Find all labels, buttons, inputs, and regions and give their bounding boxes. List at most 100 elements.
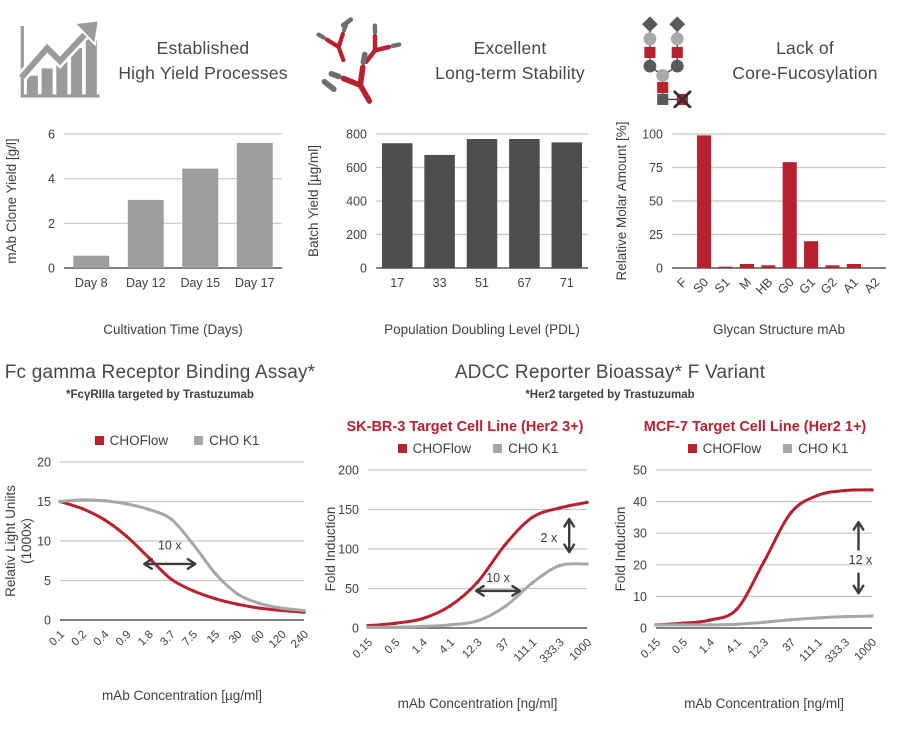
svg-text:Population Doubling Level (PDL: Population Doubling Level (PDL) — [384, 322, 580, 337]
svg-text:15: 15 — [205, 629, 223, 647]
svg-text:150: 150 — [338, 503, 359, 517]
legend-item: CHO K1 — [783, 441, 848, 456]
svg-text:mAb Concentration [µg/ml]: mAb Concentration [µg/ml] — [102, 688, 262, 703]
svg-text:7.5: 7.5 — [180, 629, 200, 649]
svg-text:200: 200 — [338, 464, 359, 478]
legend-swatch — [783, 444, 793, 453]
svg-text:0: 0 — [656, 262, 663, 276]
svg-text:HB: HB — [753, 275, 775, 297]
svg-text:120: 120 — [267, 629, 289, 651]
chart-adcc-skbr3: 0 50 100 150 200 0.15 0.5 1.4 4.1 12.3 37 111.1333.… — [323, 464, 594, 712]
svg-text:0.9: 0.9 — [114, 629, 134, 649]
section-title: Fc gamma Receptor Binding Assay* — [4, 362, 316, 383]
svg-text:M: M — [737, 275, 754, 292]
svg-text:25: 25 — [649, 228, 663, 242]
svg-text:800: 800 — [346, 128, 367, 142]
svg-text:mAb Concentration [ng/ml]: mAb Concentration [ng/ml] — [398, 696, 558, 711]
legend-item: CHO K1 — [194, 433, 259, 448]
svg-text:240: 240 — [289, 629, 311, 651]
svg-text:Relative Molar Amount [%]: Relative Molar Amount [%] — [614, 121, 629, 280]
antibodies-icon — [314, 17, 410, 108]
bar-chart-growth-icon — [17, 19, 100, 98]
panel-head: Excellent Long-term Stability — [300, 12, 610, 110]
legend-swatch — [94, 436, 104, 445]
svg-text:mAb Concentration [ng/ml]: mAb Concentration [ng/ml] — [684, 696, 844, 711]
legend-label: CHO K1 — [798, 441, 849, 456]
svg-text:600: 600 — [346, 161, 367, 175]
panel-title-line1: Established — [156, 38, 250, 59]
panel-core-fucosylation: Lack of Core-Fucosylation 0 25 50 75 100 F S0 S… — [610, 12, 900, 346]
svg-text:1.8: 1.8 — [136, 629, 156, 649]
svg-text:G1: G1 — [797, 275, 819, 297]
svg-text:Glycan Structure mAb: Glycan Structure mAb — [713, 322, 845, 337]
svg-text:5: 5 — [44, 574, 51, 588]
adcc-charts: SK-BR-3 Target Cell Line (Her2 3+) CHOFl… — [320, 401, 900, 720]
legend-label: CHOFlow — [412, 441, 472, 456]
svg-text:17: 17 — [390, 276, 404, 290]
svg-text:0: 0 — [640, 622, 647, 636]
svg-text:30: 30 — [633, 527, 647, 541]
chart-mab-clone-yield: 0 2 4 6 Day 8 Day 12 Day 15 Day 17 mAb Clone Yie… — [4, 128, 282, 337]
panel-head: Established High Yield Processes — [0, 12, 300, 110]
svg-text:12 x: 12 x — [849, 553, 873, 567]
svg-text:F: F — [675, 275, 691, 291]
svg-text:0.5: 0.5 — [670, 637, 690, 657]
svg-text:10 x: 10 x — [158, 539, 182, 553]
legend-item: CHO K1 — [493, 441, 558, 456]
svg-text:4.1: 4.1 — [437, 637, 457, 657]
legend-swatch — [194, 436, 204, 445]
svg-text:0.5: 0.5 — [383, 637, 403, 657]
svg-text:0.15: 0.15 — [351, 637, 375, 661]
svg-text:51: 51 — [475, 276, 489, 290]
panel-title-line1: Excellent — [473, 38, 547, 59]
legend-swatch — [687, 444, 697, 453]
legend-swatch — [397, 444, 407, 453]
svg-text:G0: G0 — [775, 275, 797, 297]
section-subtitle: *Her2 targeted by Trastuzumab — [525, 389, 695, 401]
svg-text:mAb Clone Yield [g/l]: mAb Clone Yield [g/l] — [4, 138, 19, 263]
svg-text:111.1: 111.1 — [797, 637, 825, 665]
legend-swatch — [493, 444, 503, 453]
svg-text:0: 0 — [352, 622, 359, 636]
svg-text:71: 71 — [560, 276, 574, 290]
legend-label: CHOFlow — [702, 441, 762, 456]
chart-adcc-mcf7: 0 10 20 30 40 50 0.15 0.5 1.4 4.1 12.3 37 111.1333.3… — [613, 464, 879, 712]
svg-text:400: 400 — [346, 195, 367, 209]
glycan-no-fucose-icon — [642, 16, 692, 108]
svg-text:Fold Induction: Fold Induction — [613, 507, 628, 592]
svg-text:G2: G2 — [818, 275, 840, 297]
svg-text:1.4: 1.4 — [697, 636, 717, 656]
svg-text:50: 50 — [633, 464, 647, 478]
legend: CHOFlow CHO K1 — [320, 441, 610, 456]
svg-text:4.1: 4.1 — [724, 637, 744, 657]
svg-text:A1: A1 — [840, 275, 861, 296]
legend-label: CHOFlow — [109, 433, 169, 448]
panel-title: Established High Yield Processes — [106, 36, 300, 86]
svg-text:1.4: 1.4 — [410, 636, 430, 656]
panel-title-line2: Core-Fucosylation — [732, 63, 878, 83]
legend-item: CHOFlow — [687, 441, 762, 456]
svg-text:0.4: 0.4 — [92, 628, 112, 648]
panel-title-line2: High Yield Processes — [118, 63, 288, 83]
svg-text:Day 17: Day 17 — [235, 276, 275, 290]
svg-text:3.7: 3.7 — [158, 629, 178, 649]
svg-text:37: 37 — [494, 637, 512, 655]
top-row: Established High Yield Processes 0 2 4 6 Day… — [0, 0, 900, 346]
svg-text:30: 30 — [227, 629, 245, 647]
svg-text:40: 40 — [633, 495, 647, 509]
legend-label: CHO K1 — [209, 433, 260, 448]
svg-text:S1: S1 — [712, 275, 733, 296]
svg-text:20: 20 — [633, 558, 647, 572]
panel-title-line1: Lack of — [776, 38, 834, 59]
legend-item: CHOFlow — [94, 433, 169, 448]
section-subtitle: *FcγRIIIa targeted by Trastuzumab — [66, 389, 254, 401]
svg-text:0.2: 0.2 — [70, 629, 90, 649]
svg-text:200: 200 — [346, 228, 367, 242]
panel-title-line2: Long-term Stability — [435, 63, 585, 83]
section-title: ADCC Reporter Bioassay* F Variant — [454, 362, 766, 383]
panel-head: Lack of Core-Fucosylation — [610, 12, 900, 110]
cell-line-title: MCF-7 Target Cell Line (Her2 1+) — [643, 419, 867, 435]
svg-text:Batch Yield [µg/ml]: Batch Yield [µg/ml] — [306, 145, 321, 257]
svg-text:Fold Induction: Fold Induction — [323, 507, 338, 592]
